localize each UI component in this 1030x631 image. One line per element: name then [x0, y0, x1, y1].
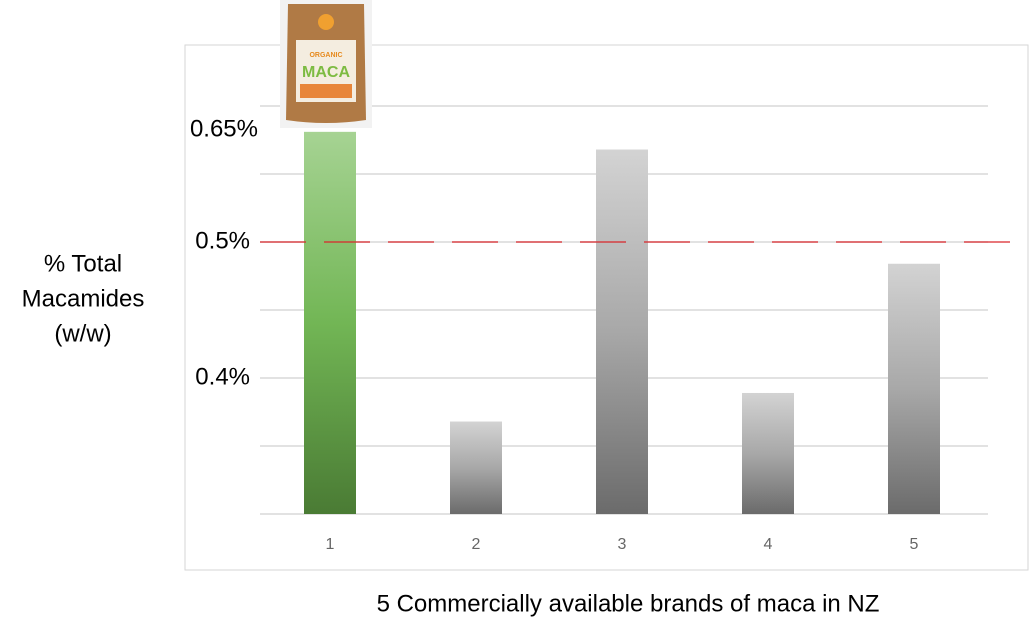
- x-axis-title: 5 Commercially available brands of maca …: [377, 590, 880, 617]
- y-tick-label: 0.5%: [195, 227, 250, 254]
- x-tick-label: 4: [764, 536, 773, 553]
- x-tick-label: 1: [326, 536, 335, 553]
- bar: [742, 392, 794, 514]
- y-axis-title: % Total: [44, 250, 122, 277]
- y-axis-title: (w/w): [54, 320, 111, 347]
- bar: [596, 149, 648, 514]
- pouch-logo: [318, 14, 334, 30]
- plot-frame: [184, 44, 1029, 571]
- annotation: 0.65%: [190, 115, 258, 142]
- x-tick-label: 5: [910, 536, 919, 553]
- bar: [450, 421, 502, 514]
- x-tick-label: 3: [618, 536, 627, 553]
- pouch-text: MACA: [302, 64, 350, 81]
- product-image: ORGANIC MACA: [280, 0, 372, 128]
- pouch-band: [300, 84, 352, 98]
- y-tick-label: 0.4%: [195, 363, 250, 390]
- y-axis-title: Macamides: [22, 285, 145, 312]
- bar: [304, 131, 356, 514]
- x-tick-label: 2: [472, 536, 481, 553]
- pouch-text: ORGANIC: [309, 52, 342, 59]
- bar: [888, 263, 940, 514]
